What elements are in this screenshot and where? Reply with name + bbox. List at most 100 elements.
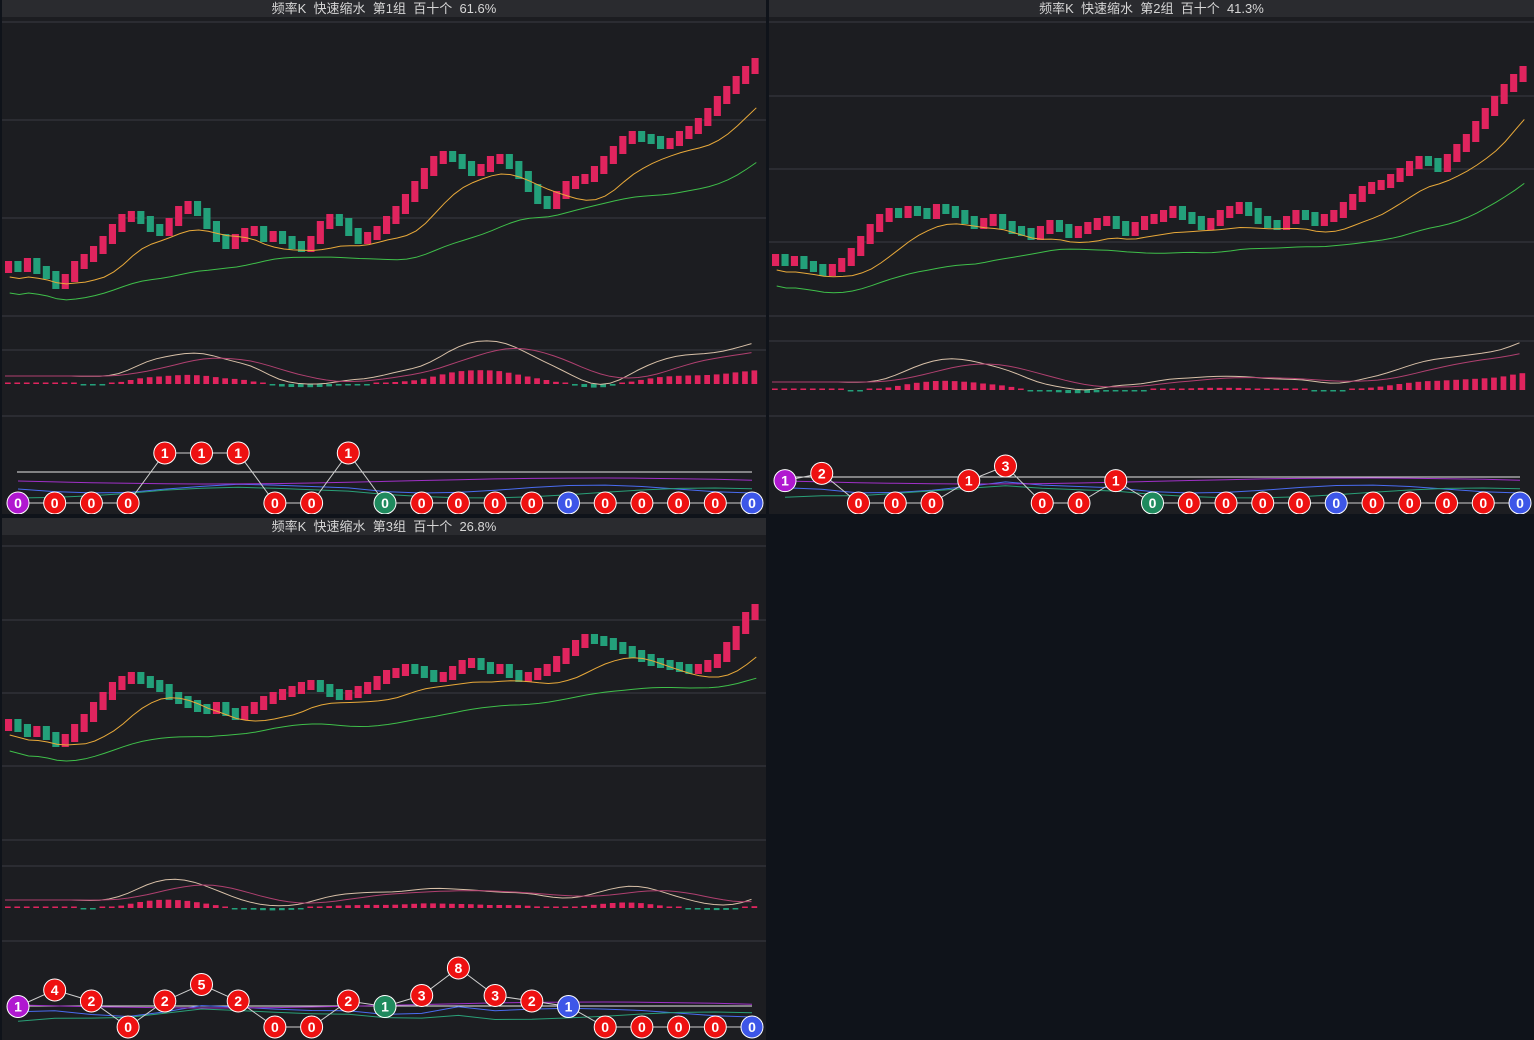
candle-up <box>127 211 135 222</box>
macd-bar-down <box>600 384 606 388</box>
indicator-ball <box>300 491 324 514</box>
macd-bar-up <box>1226 387 1232 390</box>
macd-bar-down <box>581 384 588 387</box>
candle-up <box>269 231 277 242</box>
indicator-ball <box>483 491 507 514</box>
macd-bar-down <box>364 384 370 386</box>
indicator-ball <box>373 995 397 1018</box>
candle-down <box>316 680 324 692</box>
macd-bar-up <box>819 388 825 390</box>
candle-up <box>1292 210 1300 224</box>
candle-up <box>392 668 400 678</box>
candle-down <box>23 724 31 737</box>
indicator-ball-label: 0 <box>748 495 756 511</box>
candle-up <box>269 692 277 704</box>
macd-bar-up <box>307 906 314 908</box>
macd-bar-down <box>80 908 87 910</box>
macd-bar-up <box>335 905 342 908</box>
macd-bar-up <box>430 903 436 908</box>
candle-up <box>742 612 750 634</box>
indicator-ball-label: 0 <box>1075 495 1083 511</box>
macd-bar-up <box>866 388 873 390</box>
indicator-ball <box>43 491 67 514</box>
chart-svg[interactable]: 0 0 0 0 1 1 1 0 0 1 0 0 0 0 0 0 0 0 0 0 0 <box>2 0 766 514</box>
macd-bar-up <box>345 905 351 908</box>
candle-up <box>401 194 409 214</box>
macd-bar-up <box>33 906 39 908</box>
macd-bar-up <box>5 906 11 908</box>
indicator-ball <box>920 491 944 514</box>
candle-up <box>1415 156 1423 169</box>
candle-down <box>156 680 164 692</box>
candle-down <box>685 664 693 674</box>
candle-up <box>411 181 419 202</box>
macd-bar-up <box>524 905 531 908</box>
macd-bar-up <box>505 372 512 384</box>
indicator-ball-label: 0 <box>271 1019 279 1035</box>
macd-bar-up <box>99 906 106 908</box>
candle-up <box>307 236 315 252</box>
candle-up <box>80 254 88 269</box>
macd-bar-up <box>970 382 977 390</box>
candle-up <box>619 136 627 154</box>
candle-up <box>231 234 239 249</box>
macd-bar-up <box>951 381 958 390</box>
chart-svg[interactable]: 1 2 0 0 0 1 3 0 0 1 0 0 0 0 0 0 0 0 0 0 0 <box>769 0 1534 514</box>
macd-bar-up <box>137 902 143 908</box>
candle-up <box>260 696 268 710</box>
indicator-ball <box>263 491 287 514</box>
macd-bar-up <box>165 375 172 384</box>
macd-bar-up <box>553 381 559 384</box>
macd-bar-up <box>989 384 996 390</box>
macd-bar-up <box>1462 379 1469 390</box>
macd-bar-up <box>1481 378 1488 390</box>
candle-up <box>885 208 893 222</box>
macd-dif-line <box>5 340 752 385</box>
candle-down <box>260 226 268 242</box>
macd-bar-up <box>1283 388 1289 390</box>
macd-bar-down <box>1112 390 1119 392</box>
macd-bar-up <box>1235 387 1242 390</box>
candle-up <box>590 166 598 182</box>
candle-up <box>108 682 116 700</box>
indicator-ball <box>1214 491 1238 514</box>
candle-down <box>800 256 808 269</box>
macd-bar-up <box>1169 388 1176 390</box>
macd-bar-up <box>354 905 361 908</box>
candle-up <box>1141 216 1149 230</box>
indicator-ball-label: 1 <box>565 999 573 1015</box>
candle-up <box>477 164 485 176</box>
candle-up <box>241 706 249 720</box>
indicator-ball-label: 0 <box>1038 495 1046 511</box>
indicator-ball-label: 1 <box>161 445 169 461</box>
macd-bar-up <box>1349 388 1355 390</box>
macd-bar-up <box>1387 385 1393 390</box>
macd-bar-up <box>156 376 162 384</box>
macd-bar-up <box>685 375 692 384</box>
macd-bar-up <box>449 903 455 908</box>
candle-up <box>694 118 702 134</box>
candle-down <box>156 224 164 236</box>
indicator-ball <box>703 1015 727 1039</box>
macd-bar-up <box>401 904 408 908</box>
candle-up <box>932 204 940 219</box>
indicator-ball-label: 0 <box>1185 495 1193 511</box>
macd-bar-up <box>572 906 578 908</box>
candle-down <box>279 231 287 244</box>
macd-bar-up <box>260 382 266 384</box>
macd-bar-up <box>364 904 370 908</box>
macd-bar-down <box>1093 390 1100 393</box>
candle-down <box>354 228 362 244</box>
candle-up <box>1500 84 1508 104</box>
macd-bar-up <box>477 904 484 908</box>
indicator-ball <box>810 461 834 485</box>
indicator-ball-label: 1 <box>14 999 22 1015</box>
macd-bar-up <box>923 381 930 390</box>
macd-bar-up <box>838 388 844 390</box>
indicator-ball <box>79 989 103 1013</box>
candle-up <box>581 174 589 184</box>
macd-bar-down <box>250 908 257 910</box>
candle-up <box>90 702 98 722</box>
candle-up <box>458 660 466 674</box>
